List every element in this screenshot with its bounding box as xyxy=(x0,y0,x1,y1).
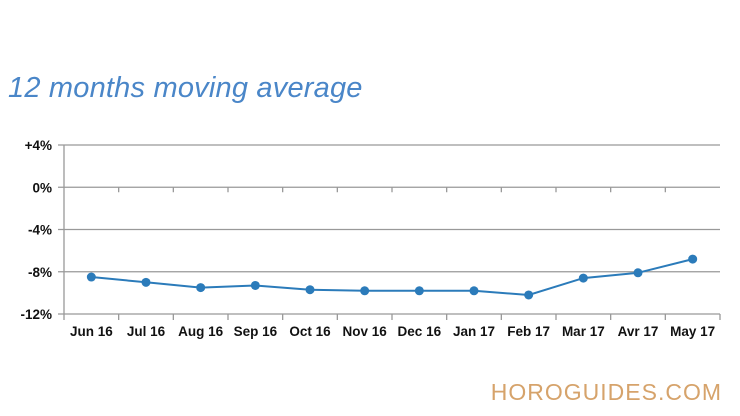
x-tick-label: Aug 16 xyxy=(178,324,224,339)
watermark: HOROGUIDES.COM xyxy=(490,379,722,405)
y-axis-ticks: +4% 0% -4% -8% -12% xyxy=(20,138,52,322)
x-tick-label: Dec 16 xyxy=(398,324,442,339)
y-tick-label: -12% xyxy=(20,307,52,322)
data-point xyxy=(578,273,588,283)
data-point xyxy=(688,254,698,264)
data-point xyxy=(141,277,151,287)
data-point xyxy=(86,272,96,282)
x-axis-ticks: Jun 16 Jul 16 Aug 16 Sep 16 Oct 16 Nov 16 Dec … xyxy=(70,324,715,339)
y-tick-label: +4% xyxy=(25,138,52,153)
data-point xyxy=(360,286,370,296)
data-points xyxy=(86,254,698,300)
data-point xyxy=(633,268,643,278)
series-line xyxy=(91,258,693,297)
x-tick-label: Sep 16 xyxy=(234,324,278,339)
data-point xyxy=(305,285,315,295)
x-tick-label: Jun 16 xyxy=(70,324,113,339)
x-tick-label: Feb 17 xyxy=(507,324,550,339)
data-point xyxy=(524,290,534,300)
chart-title: 12 months moving average xyxy=(8,72,363,104)
y-tick-label: -4% xyxy=(28,223,52,238)
x-tick-label: Avr 17 xyxy=(618,324,659,339)
data-point xyxy=(250,280,260,290)
x-tick-label: May 17 xyxy=(670,324,715,339)
data-point xyxy=(469,286,479,296)
x-tick-label: Mar 17 xyxy=(562,324,605,339)
x-tick-label: Oct 16 xyxy=(289,324,331,339)
y-tick-label: -8% xyxy=(28,265,52,280)
x-tick-label: Jan 17 xyxy=(453,324,495,339)
x-tick-label: Jul 16 xyxy=(127,324,166,339)
y-tick-label: 0% xyxy=(32,180,52,195)
gridlines xyxy=(58,144,721,320)
data-point xyxy=(196,283,206,293)
x-tick-label: Nov 16 xyxy=(343,324,388,339)
data-point xyxy=(414,286,424,296)
